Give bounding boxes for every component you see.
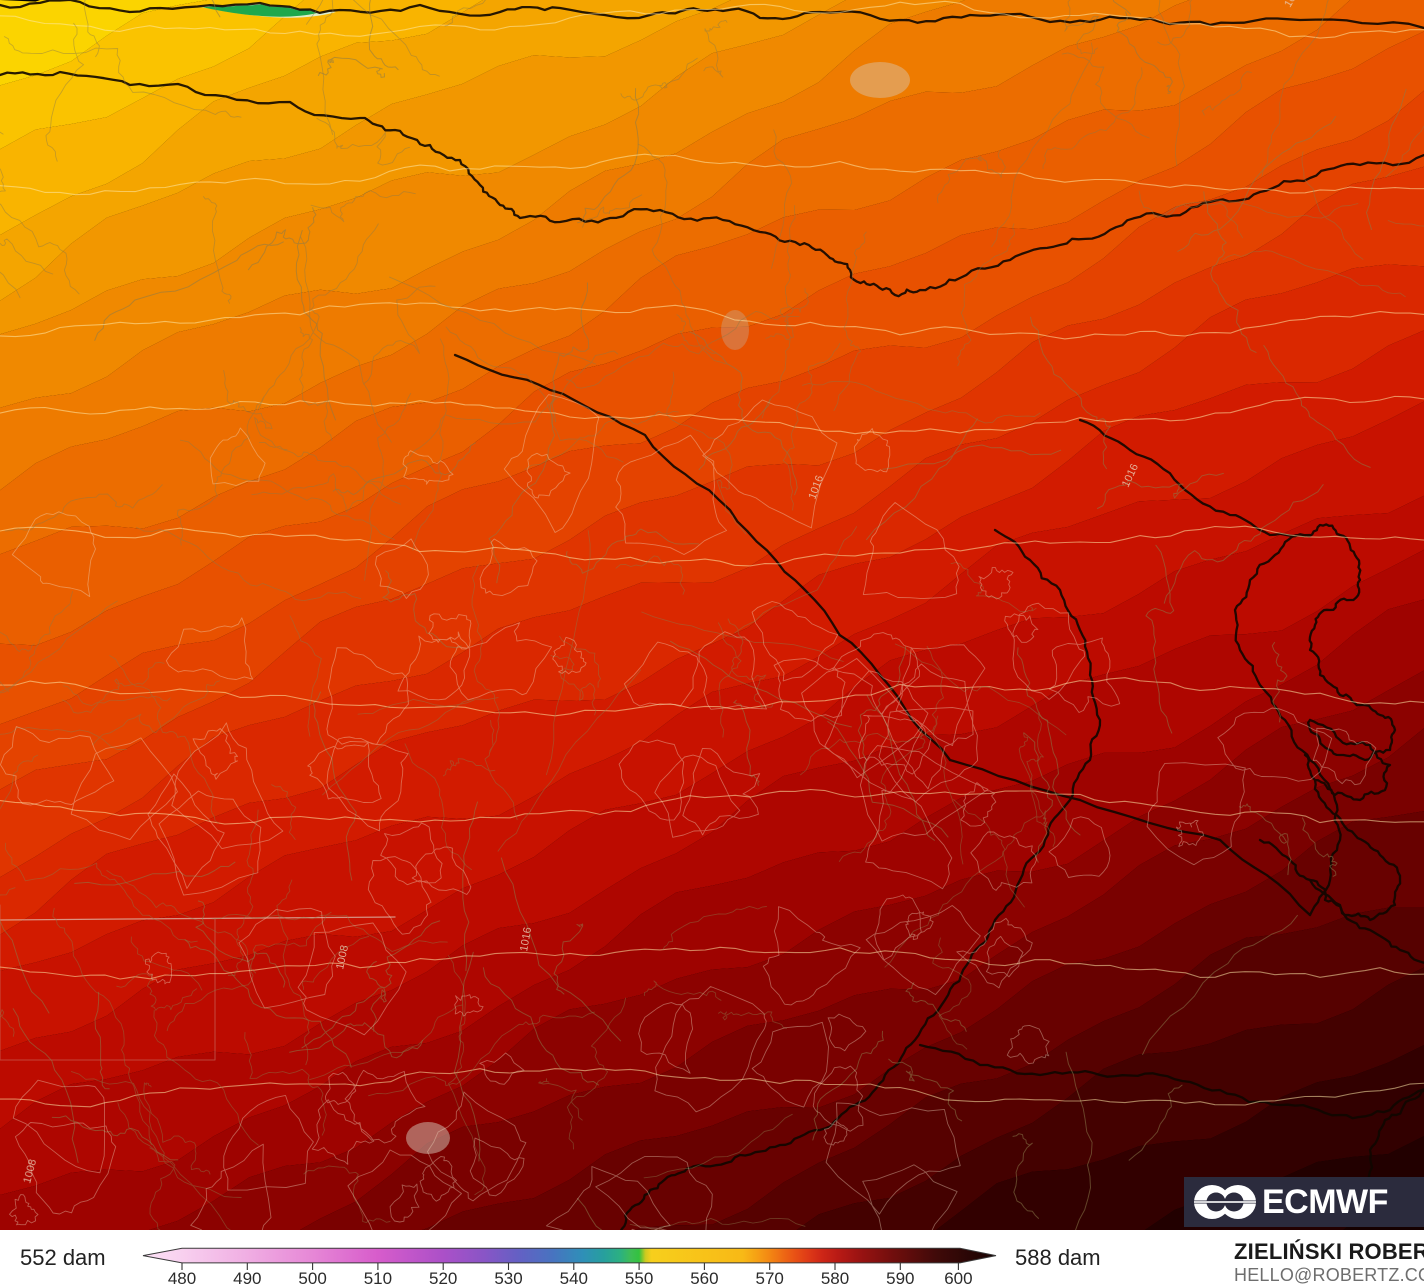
svg-text:500: 500 (298, 1269, 326, 1287)
svg-text:550: 550 (625, 1269, 653, 1287)
svg-text:480: 480 (168, 1269, 196, 1287)
svg-text:570: 570 (756, 1269, 784, 1287)
svg-text:HELLO@ROBERTZ.CO: HELLO@ROBERTZ.CO (1234, 1265, 1424, 1285)
svg-text:600: 600 (944, 1269, 972, 1287)
svg-text:510: 510 (364, 1269, 392, 1287)
svg-text:590: 590 (886, 1269, 914, 1287)
svg-text:ZIELIŃSKI ROBERT: ZIELIŃSKI ROBERT (1234, 1239, 1424, 1264)
svg-text:540: 540 (560, 1269, 588, 1287)
svg-text:490: 490 (233, 1269, 261, 1287)
svg-text:530: 530 (494, 1269, 522, 1287)
svg-text:520: 520 (429, 1269, 457, 1287)
svg-text:560: 560 (690, 1269, 718, 1287)
svg-text:580: 580 (821, 1269, 849, 1287)
svg-text:588 dam: 588 dam (1015, 1245, 1101, 1270)
svg-text:552 dam: 552 dam (20, 1245, 106, 1270)
